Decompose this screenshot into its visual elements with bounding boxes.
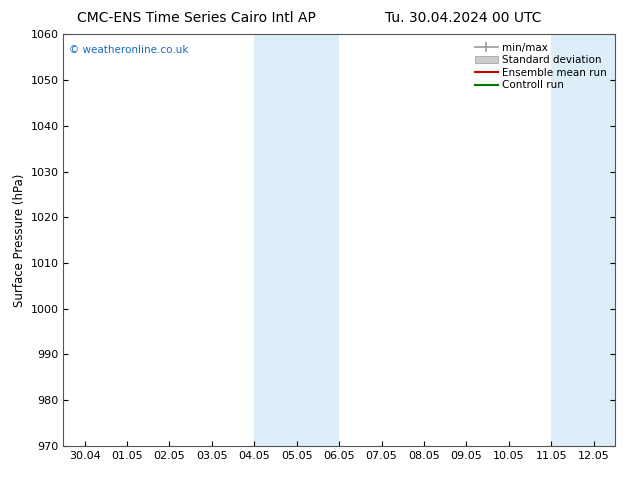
Y-axis label: Surface Pressure (hPa): Surface Pressure (hPa) [13,173,26,307]
Bar [254,34,339,446]
Bar [552,34,615,446]
Legend: min/max, Standard deviation, Ensemble mean run, Controll run: min/max, Standard deviation, Ensemble me… [472,40,610,94]
Text: © weatheronline.co.uk: © weatheronline.co.uk [69,45,188,54]
Text: Tu. 30.04.2024 00 UTC: Tu. 30.04.2024 00 UTC [385,11,541,25]
Text: CMC-ENS Time Series Cairo Intl AP: CMC-ENS Time Series Cairo Intl AP [77,11,316,25]
